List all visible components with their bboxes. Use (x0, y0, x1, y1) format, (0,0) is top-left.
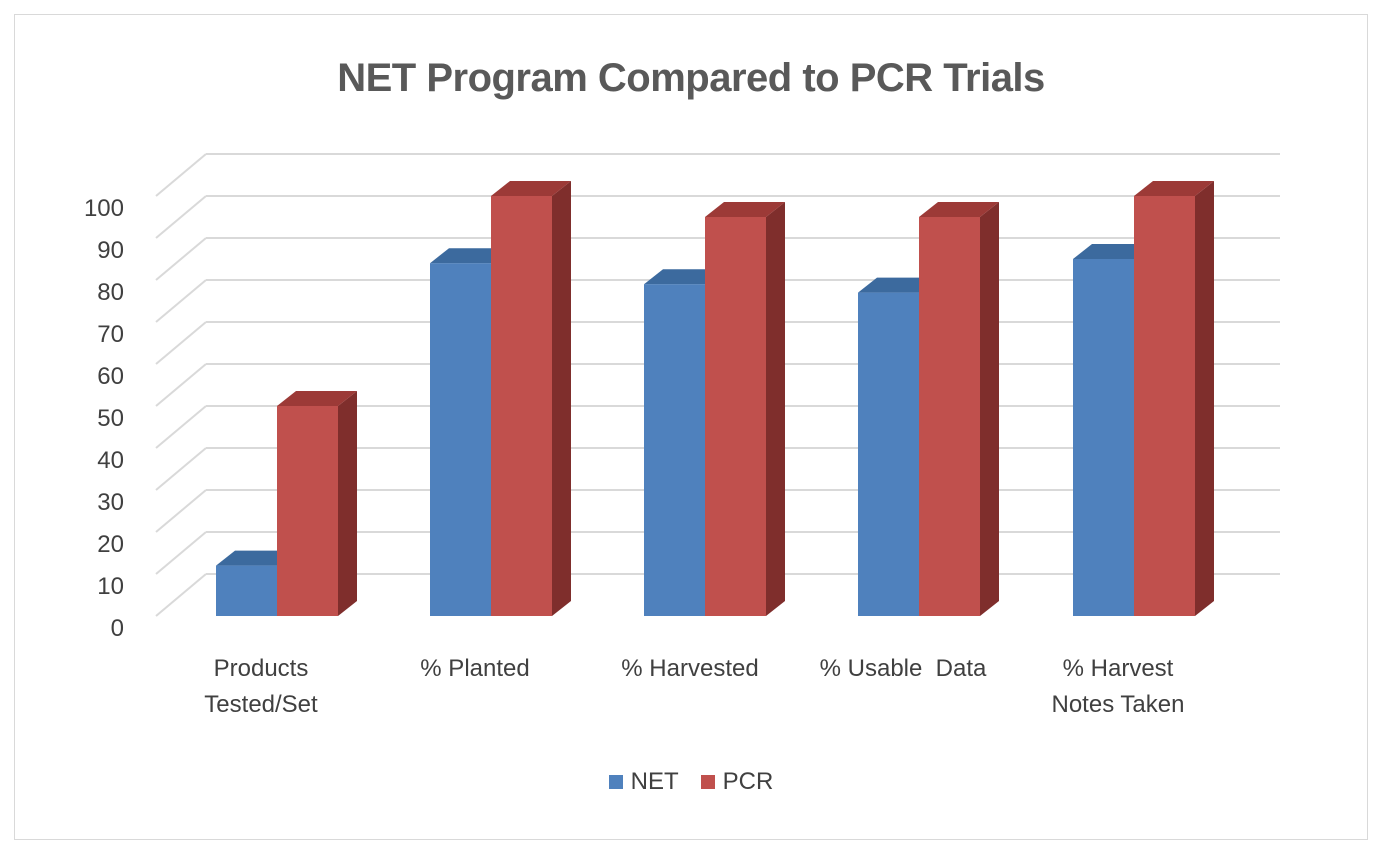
legend-item-net: NET (608, 768, 679, 796)
bar-pcr-4 (1134, 196, 1195, 616)
x-category-label-0-0: Products (214, 655, 309, 682)
y-tick-label-80: 80 (97, 279, 124, 306)
bar-top-net-3 (858, 277, 938, 293)
bar-net-1 (430, 263, 491, 616)
gridline-diag-20 (155, 489, 207, 533)
gridline-diag-100 (155, 153, 207, 197)
y-tick-label-20: 20 (97, 531, 124, 558)
bar-pcr-0 (277, 406, 338, 616)
y-tick-label-90: 90 (97, 237, 124, 264)
y-tick-label-60: 60 (97, 363, 124, 390)
y-tick-label-10: 10 (97, 573, 124, 600)
x-category-label-4-1: Notes Taken (1052, 691, 1185, 718)
bar-net-2 (644, 284, 705, 616)
x-category-label-4-0: % Harvest (1063, 655, 1174, 682)
y-tick-label-30: 30 (97, 489, 124, 516)
legend-item-pcr: PCR (700, 768, 774, 796)
x-category-label-1-0: % Planted (420, 655, 529, 682)
bar-pcr-3 (919, 217, 980, 616)
gridline-diag-0 (155, 573, 207, 617)
x-category-label-0-1: Tested/Set (204, 691, 318, 718)
y-tick-label-70: 70 (97, 321, 124, 348)
y-tick-label-0: 0 (111, 615, 124, 642)
bar-net-4 (1073, 259, 1134, 616)
x-category-label-3-0: % Usable Data (820, 655, 987, 682)
gridline-diag-80 (155, 237, 207, 281)
gridline-diag-90 (155, 195, 207, 239)
legend-label-pcr: PCR (722, 768, 774, 795)
bar-side-pcr-3 (980, 202, 999, 616)
legend-swatch-net (608, 775, 623, 789)
chart-title: NET Program Compared to PCR Trials (337, 56, 1045, 100)
legend: NET PCR (0, 768, 1382, 796)
gridline-diag-50 (155, 363, 207, 407)
bar-top-pcr-2 (705, 202, 785, 217)
gridline-diag-40 (155, 405, 207, 449)
gridline-diag-70 (155, 279, 207, 323)
bar-top-pcr-4 (1134, 181, 1214, 196)
bar-side-pcr-0 (338, 391, 357, 616)
bar-side-pcr-4 (1195, 181, 1214, 616)
bar-top-pcr-0 (277, 391, 357, 406)
x-category-label-2-0: % Harvested (621, 655, 758, 682)
bar-net-0 (216, 565, 277, 616)
gridline-diag-60 (155, 321, 207, 365)
y-tick-label-50: 50 (97, 405, 124, 432)
bar-net-3 (858, 292, 919, 616)
gridline-diag-30 (155, 447, 207, 491)
gridline-diag-10 (155, 531, 207, 575)
bar-pcr-1 (491, 196, 552, 616)
bar-top-net-0 (216, 550, 296, 566)
legend-swatch-pcr (700, 775, 715, 789)
bar-top-net-1 (430, 248, 510, 264)
bar-side-pcr-2 (766, 202, 785, 616)
bar-top-pcr-3 (919, 202, 999, 217)
bar-top-net-4 (1073, 244, 1153, 259)
bar-top-pcr-1 (491, 181, 571, 196)
bar-top-net-2 (644, 269, 724, 285)
y-tick-label-100: 100 (84, 195, 124, 222)
bar-pcr-2 (705, 217, 766, 616)
y-tick-label-40: 40 (97, 447, 124, 474)
bar-side-pcr-1 (552, 181, 571, 616)
legend-label-net: NET (630, 768, 679, 795)
